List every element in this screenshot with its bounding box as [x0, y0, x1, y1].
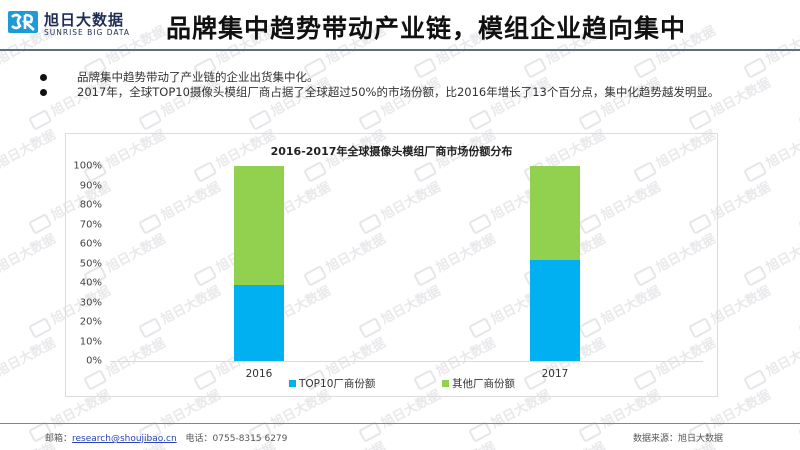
- header-divider: [0, 49, 800, 51]
- legend-swatch-top10: [289, 380, 296, 387]
- watermark-text: 旭日大数据: [301, 436, 388, 450]
- sunrise-logo-icon: [8, 11, 38, 33]
- brand-name-en: SUNRISE BIG DATA: [44, 28, 131, 37]
- bullet-dot-icon: [40, 74, 47, 81]
- y-tick-label: 40%: [79, 277, 102, 289]
- bar-2016: [234, 166, 284, 361]
- watermark-logo-icon: [742, 160, 768, 183]
- brand-name-cn: 旭日大数据: [44, 11, 125, 29]
- bullet-item: 2017年，全球TOP10摄像头模组厂商占据了全球超过50%的市场份额，比201…: [40, 85, 760, 100]
- watermark-text: 旭日大数据: [521, 436, 608, 450]
- y-tick-label: 10%: [79, 336, 102, 347]
- watermark-text: 旭日大数据: [0, 127, 59, 172]
- legend-item-others: 其他厂商份额: [442, 376, 515, 391]
- bar-segment-top10: [530, 259, 580, 361]
- email-label: 邮箱：: [45, 434, 73, 444]
- x-label-2016: 2016: [245, 368, 273, 380]
- y-axis: 100% 90% 80% 70% 60% 50% 40% 30% 20% 10% 0%: [66, 134, 106, 396]
- watermark-logo-icon: [687, 108, 713, 131]
- watermark-text: 旭日大数据: [741, 124, 800, 183]
- phone-label: 电话：: [185, 434, 213, 444]
- bar-segment-others: [234, 166, 284, 285]
- legend-swatch-others: [442, 380, 449, 387]
- email-link[interactable]: research@shoujibao.cn: [72, 434, 177, 444]
- watermark-text: 旭日大数据: [796, 72, 800, 131]
- bullet-text: 品牌集中趋势带动了产业链的企业出货集中化。: [77, 70, 319, 84]
- x-label-2017: 2017: [541, 368, 569, 380]
- watermark-text: 旭日大数据: [741, 332, 800, 391]
- y-tick-label: 20%: [79, 316, 102, 328]
- watermark-text: 旭日大数据: [796, 280, 800, 339]
- bullet-text: 2017年，全球TOP10摄像头模组厂商占据了全球超过50%的市场份额，比201…: [77, 85, 720, 99]
- header: 旭日大数据 SUNRISE BIG DATA 品牌集中趋势带动产业链，模组企业趋…: [0, 0, 800, 51]
- footer-divider: [0, 423, 800, 424]
- watermark-logo-icon: [577, 108, 603, 131]
- watermark-logo-icon: [357, 108, 383, 131]
- bar-2017: [530, 166, 580, 361]
- y-tick-label: 0%: [86, 355, 102, 367]
- phone-number: 0755-8315 6279: [212, 434, 288, 444]
- legend-item-top10: TOP10厂商份额: [289, 376, 375, 391]
- watermark-text: 旭日大数据: [0, 335, 59, 380]
- watermark-logo-icon: [137, 108, 163, 131]
- watermark-text: 旭日大数据: [796, 176, 800, 235]
- y-tick-label: 80%: [79, 199, 102, 211]
- legend-label: 其他厂商份额: [452, 378, 515, 390]
- watermark-text: 旭日大数据: [741, 436, 800, 450]
- watermark-text: 旭日大数据: [741, 228, 800, 287]
- watermark-text: 旭日大数据: [796, 384, 800, 443]
- bar-segment-others: [530, 166, 580, 260]
- y-tick-label: 100%: [73, 160, 102, 172]
- x-axis-baseline: [110, 361, 703, 362]
- y-tick-label: 30%: [79, 297, 102, 308]
- y-tick-label: 60%: [79, 238, 102, 250]
- watermark-logo-icon: [742, 368, 768, 391]
- page-title: 品牌集中趋势带动产业链，模组企业趋向集中: [166, 14, 687, 43]
- footer-contact: 邮箱：research@shoujibao.cn 电话：0755-8315 62…: [45, 431, 287, 444]
- watermark-text: 旭日大数据: [0, 231, 59, 276]
- watermark-text: 旭日大数据: [411, 436, 498, 450]
- data-source: 数据来源：旭日大数据: [633, 434, 724, 444]
- chart: 2016-2017年全球摄像头模组厂商市场份额分布 100% 90% 80% 70% 6…: [65, 133, 718, 397]
- y-tick-label: 50%: [79, 258, 102, 269]
- bullet-list: 品牌集中趋势带动了产业链的企业出货集中化。 2017年，全球TOP10摄像头模组…: [40, 70, 760, 100]
- watermark-logo-icon: [27, 316, 53, 339]
- chart-title: 2016-2017年全球摄像头模组厂商市场份额分布: [270, 145, 513, 158]
- watermark-logo-icon: [27, 108, 53, 131]
- bar-segment-top10: [234, 284, 284, 361]
- watermark-logo-icon: [247, 108, 273, 131]
- bullet-item: 品牌集中趋势带动了产业链的企业出货集中化。: [40, 70, 760, 85]
- legend-label: TOP10厂商份额: [299, 378, 376, 390]
- watermark-logo-icon: [27, 212, 53, 235]
- bullet-dot-icon: [40, 89, 47, 96]
- watermark-logo-icon: [467, 108, 493, 131]
- y-tick-label: 70%: [79, 219, 102, 230]
- watermark-logo-icon: [742, 264, 768, 287]
- y-tick-label: 90%: [79, 180, 102, 191]
